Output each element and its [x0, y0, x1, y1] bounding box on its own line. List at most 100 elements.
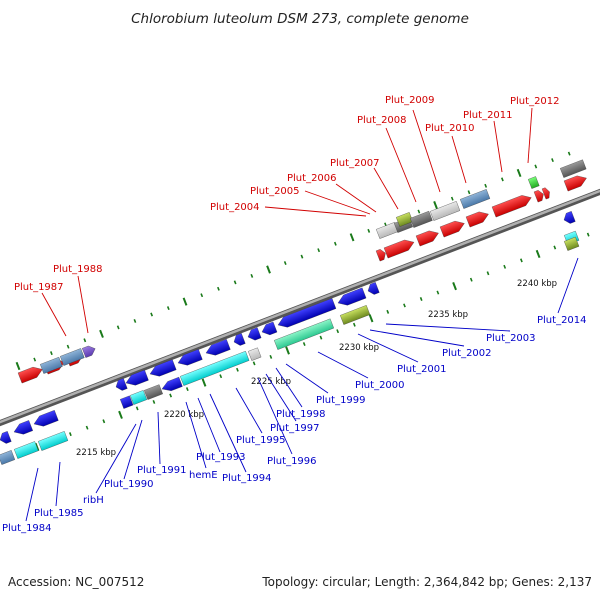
gene-label[interactable]: Plut_1985 [34, 508, 84, 519]
gene-feature[interactable] [465, 209, 490, 228]
gene-feature[interactable] [0, 450, 16, 465]
gene-feature[interactable] [375, 248, 387, 262]
tick-mark [419, 297, 423, 301]
gene-label[interactable]: Plut_2008 [357, 115, 407, 126]
leader-line [357, 333, 419, 363]
tick-mark [317, 248, 321, 253]
gene-feature[interactable] [82, 344, 97, 358]
gene-feature[interactable] [114, 378, 128, 392]
tick-mark [236, 367, 239, 372]
gene-feature[interactable] [415, 228, 440, 247]
gene-label[interactable]: Plut_1994 [222, 473, 272, 484]
gene-feature[interactable] [491, 192, 533, 218]
gene-label[interactable]: Plut_1993 [196, 452, 246, 463]
gene-feature[interactable] [144, 384, 163, 400]
gene-label[interactable]: Plut_1998 [276, 409, 326, 420]
tick-mark [116, 325, 120, 330]
gene-feature[interactable] [12, 420, 33, 437]
gene-feature[interactable] [336, 287, 367, 308]
gene-label[interactable]: Plut_2000 [355, 380, 405, 391]
gene-feature[interactable] [564, 236, 580, 251]
gene-feature[interactable] [366, 282, 380, 296]
gene-feature[interactable] [176, 349, 203, 368]
leader-line [527, 107, 533, 164]
gene-label[interactable]: Plut_2001 [397, 364, 447, 375]
tick-mark [135, 406, 139, 411]
gene-label[interactable]: Plut_1997 [270, 423, 320, 434]
gene-label[interactable]: Plut_2011 [463, 110, 513, 121]
gene-feature[interactable] [60, 348, 85, 366]
gene-feature[interactable] [120, 395, 134, 409]
gene-feature[interactable] [430, 201, 461, 221]
gene-label[interactable]: Plut_1984 [2, 523, 52, 534]
gene-feature[interactable] [160, 376, 183, 394]
gene-label[interactable]: Plut_2007 [330, 158, 380, 169]
gene-feature[interactable] [130, 390, 148, 405]
gene-label[interactable]: Plut_2003 [486, 333, 536, 344]
gene-label[interactable]: Plut_1995 [236, 435, 286, 446]
gene-feature[interactable] [541, 187, 552, 200]
gene-feature[interactable] [17, 364, 44, 384]
tick-mark [217, 286, 220, 291]
gene-label[interactable]: Plut_2005 [250, 186, 300, 197]
gene-feature[interactable] [528, 176, 540, 189]
gene-feature[interactable] [40, 356, 63, 374]
leader-line [157, 411, 161, 465]
leader-line [265, 373, 297, 422]
gene-feature[interactable] [246, 327, 262, 343]
gene-label[interactable]: ribH [83, 495, 104, 506]
gene-feature[interactable] [32, 410, 59, 429]
gene-label[interactable]: Plut_1988 [53, 264, 103, 275]
tick-mark [352, 322, 356, 327]
gene-feature[interactable] [563, 173, 588, 192]
gene-label[interactable]: Plut_1996 [267, 456, 317, 467]
tick-mark [486, 271, 490, 276]
gene-label[interactable]: Plut_2004 [210, 202, 260, 213]
gene-feature[interactable] [232, 333, 246, 347]
gene-feature[interactable] [340, 305, 371, 325]
gene-feature[interactable] [560, 159, 587, 178]
gene-feature[interactable] [180, 350, 250, 386]
gene-label[interactable]: Plut_1990 [104, 479, 154, 490]
gene-feature[interactable] [124, 369, 149, 388]
tick-mark [152, 399, 156, 404]
tick-mark [520, 258, 523, 263]
gene-features [0, 159, 588, 465]
leader-line [369, 329, 465, 347]
gene-label[interactable]: Plut_1991 [137, 465, 187, 476]
gene-feature[interactable] [562, 211, 576, 225]
map-title: Chlorobium luteolum DSM 273, complete ge… [131, 11, 469, 27]
gene-feature[interactable] [274, 318, 334, 350]
tick-mark [386, 309, 390, 314]
gene-feature[interactable] [383, 237, 416, 259]
gene-label[interactable]: Plut_1999 [316, 395, 366, 406]
gene-feature[interactable] [533, 189, 545, 203]
gene-feature[interactable] [439, 218, 466, 238]
gene-label[interactable]: Plut_2014 [537, 315, 587, 326]
tick-mark [469, 277, 473, 282]
tick-mark [535, 249, 541, 259]
gene-feature[interactable] [148, 359, 177, 380]
gene-label[interactable]: Plut_1987 [14, 282, 64, 293]
gene-feature[interactable] [248, 347, 262, 361]
gene-feature[interactable] [14, 441, 39, 459]
gene-feature[interactable] [260, 321, 278, 337]
gene-label[interactable]: Plut_2002 [442, 348, 492, 359]
tick-mark [333, 241, 337, 246]
gene-feature[interactable] [276, 298, 337, 330]
gene-feature[interactable] [410, 210, 433, 228]
gene-label[interactable]: Plut_2006 [287, 173, 337, 184]
gene-label[interactable]: Plut_2012 [510, 96, 560, 107]
leader-line [235, 387, 263, 434]
gene-feature[interactable] [0, 431, 12, 445]
gene-label[interactable]: Plut_2009 [385, 95, 435, 106]
gene-feature[interactable] [204, 339, 231, 358]
tick-mark [169, 393, 173, 398]
gene-label[interactable]: hemE [189, 470, 218, 481]
tick-mark [450, 196, 454, 201]
gene-feature[interactable] [38, 431, 69, 451]
gene-label[interactable]: Plut_2010 [425, 123, 475, 134]
gene-feature[interactable] [460, 189, 491, 209]
